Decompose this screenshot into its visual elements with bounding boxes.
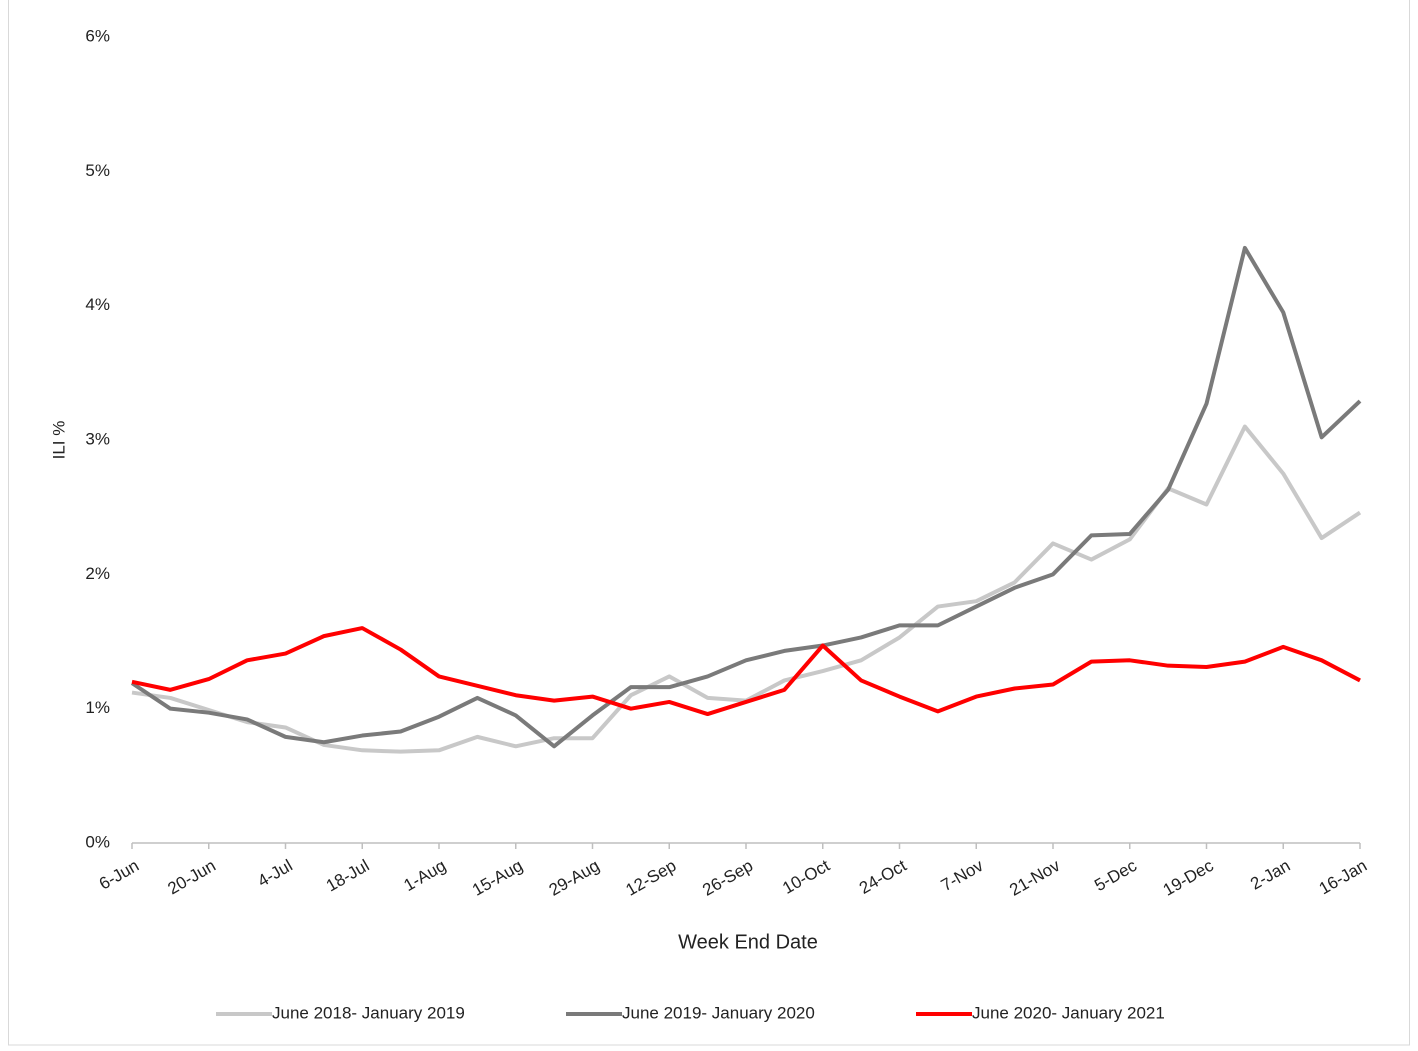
x-tick-label: 29-Aug — [546, 856, 603, 900]
y-tick-label: 0% — [85, 832, 110, 851]
chart-border — [8, 0, 1410, 1046]
x-tick-label: 7-Nov — [938, 856, 987, 895]
x-tick-label: 15-Aug — [469, 856, 526, 900]
x-tick-label: 16-Jan — [1316, 856, 1371, 898]
legend-label: June 2020- January 2021 — [972, 1003, 1165, 1022]
y-axis-title: ILI % — [49, 421, 68, 460]
y-tick-label: 1% — [85, 698, 110, 717]
x-tick-label: 20-Jun — [164, 856, 219, 898]
y-tick-label: 3% — [85, 429, 110, 448]
y-tick-label: 6% — [85, 26, 110, 45]
x-tick-label: 18-Jul — [323, 856, 373, 896]
legend-label: June 2019- January 2020 — [622, 1003, 815, 1022]
x-tick-label: 10-Oct — [779, 856, 833, 898]
legend-label: June 2018- January 2019 — [272, 1003, 465, 1022]
x-tick-label: 24-Oct — [856, 856, 910, 898]
x-tick-label: 6-Jun — [96, 856, 142, 894]
x-tick-label: 19-Dec — [1160, 856, 1217, 900]
x-tick-label: 2-Jan — [1247, 856, 1293, 894]
x-tick-label: 4-Jul — [254, 856, 295, 891]
x-tick-label: 1-Aug — [400, 856, 449, 895]
x-tick-label: 5-Dec — [1091, 856, 1140, 895]
series-line — [130, 245, 1362, 749]
x-tick-label: 12-Sep — [623, 856, 680, 900]
x-tick-label: 26-Sep — [699, 856, 756, 900]
series-line — [131, 626, 1361, 717]
x-axis-title: Week End Date — [678, 931, 818, 953]
y-tick-label: 5% — [85, 161, 110, 180]
y-tick-label: 4% — [85, 295, 110, 314]
y-tick-label: 2% — [85, 564, 110, 583]
x-tick-label: 21-Nov — [1006, 856, 1063, 900]
